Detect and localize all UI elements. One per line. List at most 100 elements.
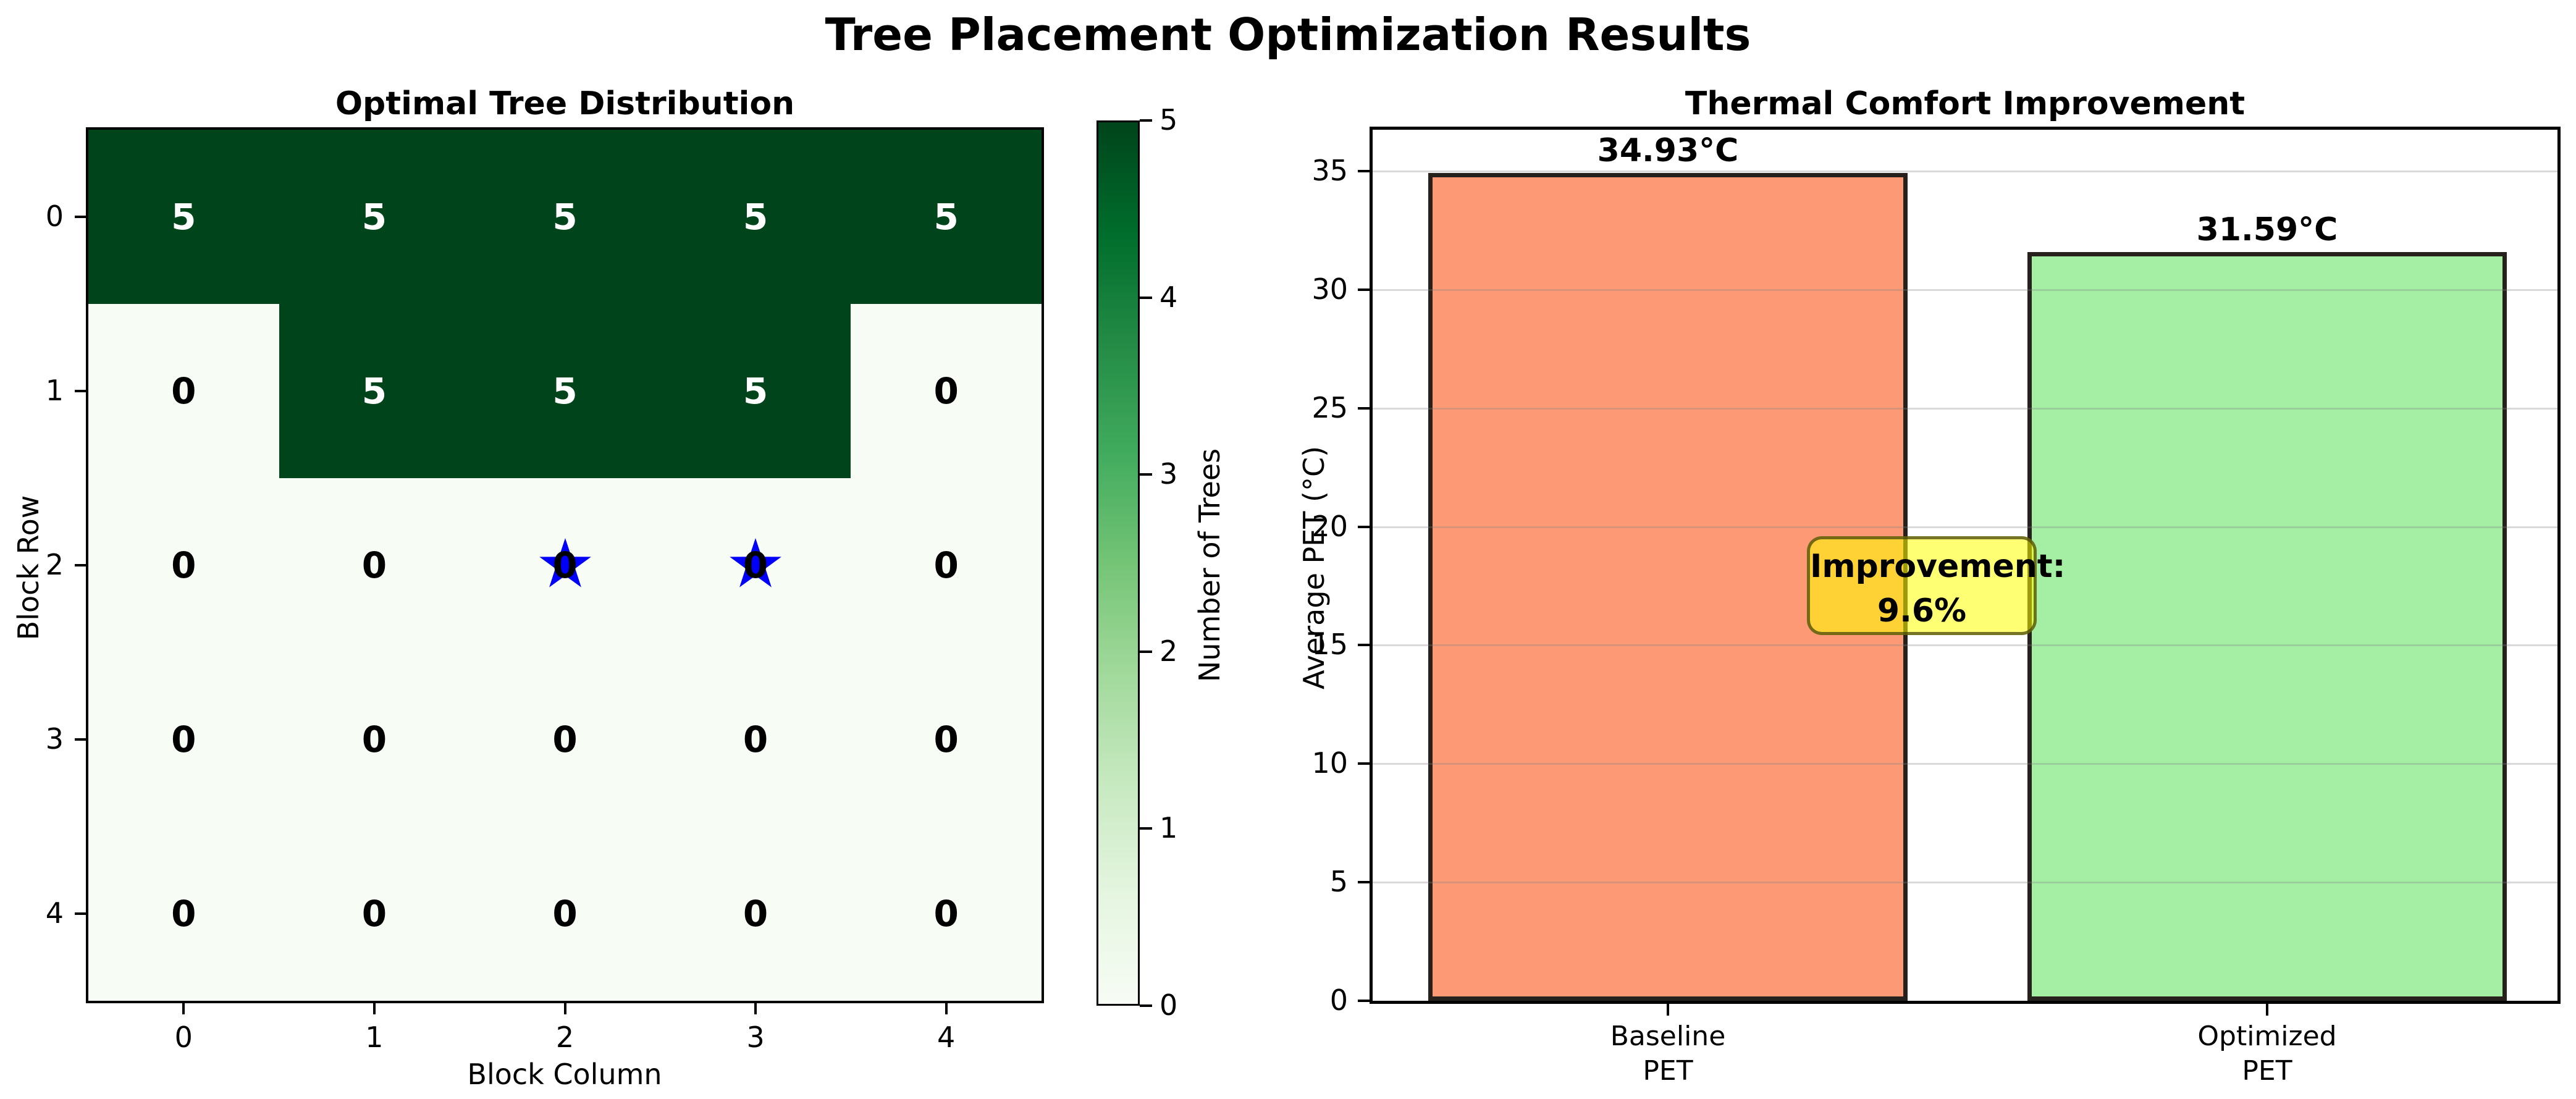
heatmap-cell: [279, 652, 470, 827]
heatmap-cell: [88, 652, 280, 827]
heatmap-cell: [851, 130, 1042, 305]
heatmap-cell-value: 5: [361, 196, 387, 238]
heatmap-y-tickmark: [75, 912, 88, 915]
heatmap-cell-value: 5: [552, 370, 578, 412]
y-gridline: [1373, 171, 2557, 172]
heatmap-cell: [851, 652, 1042, 827]
heatmap-cell-value: 0: [933, 718, 959, 760]
heatmap-cell: [469, 652, 661, 827]
heatmap-cell: [660, 130, 851, 305]
colorbar-ticklabel: 3: [1160, 457, 1178, 491]
heatmap-cell: [279, 478, 470, 653]
heatmap-cell: [851, 304, 1042, 479]
y-gridline: [1373, 288, 2557, 291]
colorbar-ticklabel: 4: [1160, 280, 1178, 314]
heatmap-y-ticklabel: 4: [45, 896, 64, 930]
heatmap-cell: [851, 827, 1042, 1001]
heatmap-cell: [279, 827, 470, 1001]
heatmap-x-tickmark: [563, 1001, 566, 1014]
y-gridline: [1373, 882, 2557, 884]
xtick-baseline-line2: PET: [1643, 1055, 1693, 1087]
heatmap-cell: [279, 130, 470, 305]
heatmap-cell-value: 0: [171, 718, 196, 760]
bar-optimized: [2027, 251, 2507, 1001]
heatmap-cell: [88, 827, 280, 1001]
bar-chart-y-ticklabel: 35: [1311, 154, 1348, 187]
heatmap-cell-value: 0: [171, 370, 196, 412]
bar-chart-x-tickmark: [1667, 1001, 1669, 1016]
colorbar-tickmark: [1140, 1004, 1152, 1007]
heatmap-y-tickmark: [75, 564, 88, 566]
improvement-annotation: Improvement: 9.6%: [1807, 536, 2066, 635]
bar-value-label-baseline: 34.93°C: [1597, 132, 1739, 169]
heatmap-cell-value: 5: [933, 196, 959, 238]
bar-chart-y-tickmark: [1358, 525, 1373, 528]
colorbar-tickmark: [1140, 473, 1152, 476]
heatmap-cell-value: 0: [743, 893, 768, 935]
heatmap-x-ticklabel: 3: [746, 1021, 765, 1054]
heatmap-cell-value: 0: [933, 544, 959, 586]
y-gridline: [1373, 763, 2557, 765]
bar-chart-y-ticklabel: 0: [1329, 983, 1348, 1017]
improvement-annotation-line2: 9.6%: [1877, 592, 1967, 630]
heatmap-cell-value: 0: [552, 893, 578, 935]
tree-star-icon: [537, 538, 593, 592]
bar-chart-y-ticklabel: 30: [1311, 272, 1348, 306]
xtick-baseline-line1: Baseline: [1610, 1021, 1726, 1052]
heatmap-cell: [469, 827, 661, 1001]
bar-chart-y-ticklabel: 15: [1311, 628, 1348, 662]
colorbar-ticklabel: 0: [1160, 988, 1178, 1022]
heatmap-cell-value: 0: [933, 370, 959, 412]
heatmap-x-tickmark: [945, 1001, 948, 1014]
colorbar-tickmark: [1140, 827, 1152, 830]
bar-chart-y-tickmark: [1358, 762, 1373, 765]
bar-chart-y-tickmark: [1358, 881, 1373, 884]
heatmap-x-ticklabel: 1: [365, 1021, 384, 1054]
y-gridline: [1373, 526, 2557, 528]
heatmap-x-ticklabel: 2: [555, 1021, 575, 1054]
bar-chart-plot-area: [1373, 130, 2557, 1001]
bar-chart-y-ticklabel: 25: [1311, 390, 1348, 424]
heatmap-cell-value: 0: [933, 893, 959, 935]
heatmap-y-ticklabel: 0: [45, 200, 64, 233]
heatmap-cell-value: 0: [743, 718, 768, 760]
bar-chart-y-tickmark: [1358, 288, 1373, 291]
bar-chart-title: Thermal Comfort Improvement: [1685, 85, 2246, 122]
heatmap-cell-value: 5: [743, 196, 768, 238]
colorbar-ticklabel: 1: [1160, 811, 1178, 845]
heatmap-x-tickmark: [373, 1001, 376, 1014]
bar-chart-y-ticklabel: 20: [1311, 509, 1348, 543]
heatmap-ylabel: Block Row: [12, 495, 45, 641]
bar-chart-y-ticklabel: 5: [1329, 865, 1348, 899]
heatmap-cell-value: 0: [171, 893, 196, 935]
heatmap-cell: [660, 652, 851, 827]
heatmap-xlabel: Block Column: [467, 1058, 662, 1091]
colorbar-tickmark: [1140, 119, 1152, 122]
heatmap-x-tickmark: [182, 1001, 185, 1014]
bar-chart-y-ticklabel: 10: [1311, 746, 1348, 780]
heatmap-x-tickmark: [754, 1001, 757, 1014]
heatmap-y-tickmark: [75, 738, 88, 741]
heatmap-cell-value: 5: [171, 196, 196, 238]
heatmap-cell: [88, 130, 280, 305]
heatmap-title: Optimal Tree Distribution: [335, 85, 795, 122]
heatmap-cell-value: 0: [552, 718, 578, 760]
heatmap-cell-value: 0: [743, 544, 768, 586]
xtick-label-optimized: Optimized PET: [2197, 1019, 2336, 1088]
tree-star-icon: [728, 538, 783, 592]
figure-title: Tree Placement Optimization Results: [825, 9, 1751, 61]
improvement-annotation-line1: Improvement:: [1810, 548, 2066, 585]
heatmap-cell: [88, 478, 280, 653]
heatmap-cell-value: 0: [361, 718, 387, 760]
heatmap-cell-value: 5: [743, 370, 768, 412]
colorbar-tickmark: [1140, 296, 1152, 299]
y-gridline: [1373, 407, 2557, 410]
heatmap-y-tickmark: [75, 390, 88, 392]
colorbar-label: Number of Trees: [1193, 448, 1226, 683]
heatmap-cell-value: 5: [552, 196, 578, 238]
xtick-optimized-line1: Optimized: [2197, 1021, 2337, 1052]
colorbar-tickmark: [1140, 650, 1152, 653]
bar-chart-y-tickmark: [1358, 1000, 1373, 1002]
colorbar-ticklabel: 2: [1160, 634, 1178, 668]
